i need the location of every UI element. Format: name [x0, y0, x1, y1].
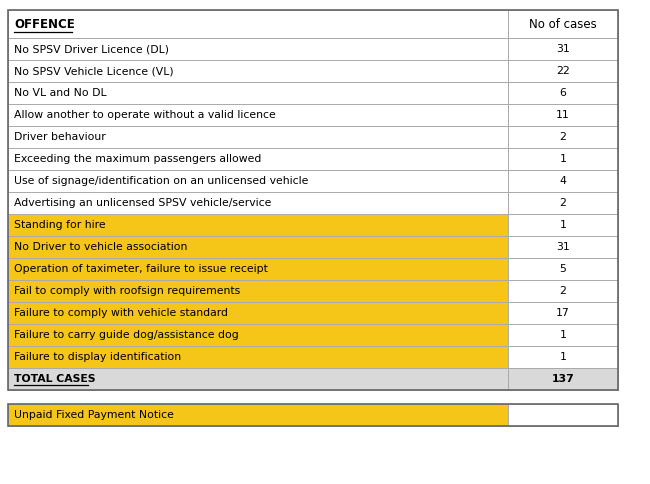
- Bar: [8, 192, 508, 214]
- Bar: [8, 346, 508, 368]
- Text: 1: 1: [560, 331, 566, 340]
- Bar: [8, 148, 508, 170]
- Text: Unpaid Fixed Payment Notice: Unpaid Fixed Payment Notice: [14, 410, 174, 421]
- Text: 1: 1: [560, 220, 566, 230]
- Bar: [508, 104, 618, 126]
- Bar: [508, 368, 618, 390]
- Bar: [508, 82, 618, 104]
- Bar: [8, 126, 508, 148]
- Bar: [8, 170, 508, 192]
- Bar: [8, 258, 508, 280]
- Bar: [508, 258, 618, 280]
- Bar: [8, 280, 508, 302]
- Bar: [8, 404, 508, 426]
- Text: 137: 137: [552, 375, 575, 384]
- Text: 22: 22: [556, 66, 570, 76]
- Text: 6: 6: [560, 89, 566, 98]
- Bar: [508, 126, 618, 148]
- Text: 2: 2: [560, 198, 566, 209]
- Bar: [8, 60, 508, 82]
- Text: 1: 1: [560, 154, 566, 165]
- Text: Failure to display identification: Failure to display identification: [14, 352, 181, 363]
- Bar: [8, 10, 508, 38]
- Bar: [8, 302, 508, 324]
- Text: Operation of taximeter, failure to issue receipt: Operation of taximeter, failure to issue…: [14, 264, 268, 274]
- Text: Allow another to operate without a valid licence: Allow another to operate without a valid…: [14, 110, 276, 121]
- Bar: [8, 82, 508, 104]
- Text: Driver behaviour: Driver behaviour: [14, 133, 106, 142]
- Text: 17: 17: [556, 308, 570, 318]
- Bar: [508, 148, 618, 170]
- Text: Exceeding the maximum passengers allowed: Exceeding the maximum passengers allowed: [14, 154, 261, 165]
- Bar: [508, 170, 618, 192]
- Bar: [8, 214, 508, 236]
- Text: Advertising an unlicensed SPSV vehicle/service: Advertising an unlicensed SPSV vehicle/s…: [14, 198, 272, 209]
- Text: OFFENCE: OFFENCE: [14, 18, 75, 31]
- Bar: [508, 280, 618, 302]
- Text: 31: 31: [556, 45, 570, 54]
- Text: 11: 11: [556, 110, 570, 121]
- Text: 5: 5: [560, 264, 566, 274]
- Text: 31: 31: [556, 242, 570, 253]
- Bar: [8, 104, 508, 126]
- Text: No of cases: No of cases: [529, 18, 597, 31]
- Bar: [508, 302, 618, 324]
- Bar: [508, 236, 618, 258]
- Text: Fail to comply with roofsign requirements: Fail to comply with roofsign requirement…: [14, 287, 240, 296]
- Text: 1: 1: [560, 352, 566, 363]
- Text: Failure to comply with vehicle standard: Failure to comply with vehicle standard: [14, 308, 228, 318]
- Bar: [508, 324, 618, 346]
- Text: Failure to carry guide dog/assistance dog: Failure to carry guide dog/assistance do…: [14, 331, 239, 340]
- Text: 4: 4: [560, 177, 566, 186]
- Text: No Driver to vehicle association: No Driver to vehicle association: [14, 242, 187, 253]
- Bar: [8, 368, 508, 390]
- Bar: [508, 192, 618, 214]
- Text: Standing for hire: Standing for hire: [14, 220, 105, 230]
- Text: 2: 2: [560, 133, 566, 142]
- Bar: [508, 10, 618, 38]
- Bar: [508, 404, 618, 426]
- Text: No SPSV Vehicle Licence (VL): No SPSV Vehicle Licence (VL): [14, 66, 174, 76]
- Bar: [508, 346, 618, 368]
- Text: Use of signage/identification on an unlicensed vehicle: Use of signage/identification on an unli…: [14, 177, 308, 186]
- Bar: [8, 236, 508, 258]
- Bar: [508, 214, 618, 236]
- Bar: [8, 38, 508, 60]
- Text: No SPSV Driver Licence (DL): No SPSV Driver Licence (DL): [14, 45, 169, 54]
- Bar: [8, 404, 618, 426]
- Bar: [508, 38, 618, 60]
- Text: No VL and No DL: No VL and No DL: [14, 89, 107, 98]
- Text: 2: 2: [560, 287, 566, 296]
- Text: TOTAL CASES: TOTAL CASES: [14, 375, 96, 384]
- Bar: [8, 10, 618, 390]
- Bar: [8, 324, 508, 346]
- Bar: [508, 60, 618, 82]
